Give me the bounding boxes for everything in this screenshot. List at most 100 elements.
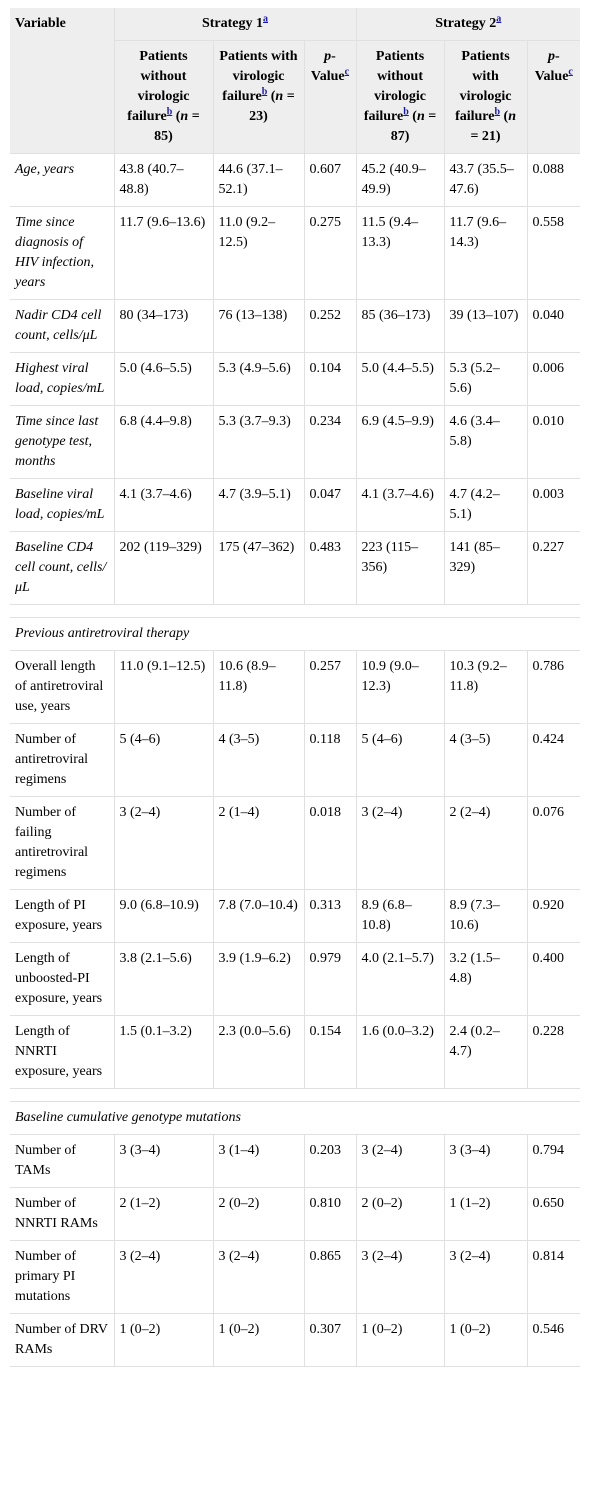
row-label: Time since diagnosis of HIV infection, y… xyxy=(10,206,115,300)
value-cell: 4 (3–5) xyxy=(444,723,528,797)
value-cell: 3 (1–4) xyxy=(213,1134,305,1188)
row-label: Number of TAMs xyxy=(10,1134,115,1188)
table-row: Time since last genotype test, months 6.8… xyxy=(10,405,581,479)
table-header: Variable Strategy 1a Strategy 2a Patient… xyxy=(10,8,581,154)
strategy-2-header: Strategy 2a xyxy=(356,8,581,41)
footnote-b-link[interactable]: b xyxy=(261,86,268,98)
value-cell: 5.3 (4.9–5.6) xyxy=(213,352,305,406)
p-value-cell: 0.979 xyxy=(304,942,357,1016)
table-row: Number of DRV RAMs 1 (0–2) 1 (0–2) 0.307 1 (… xyxy=(10,1313,581,1367)
footnote-c-link[interactable]: c xyxy=(344,66,350,78)
value-cell: 76 (13–138) xyxy=(213,299,305,353)
p-value-cell: 0.814 xyxy=(527,1240,581,1314)
table-row: Number of primary PI mutations 3 (2–4) 3 (… xyxy=(10,1240,581,1314)
value-cell: 85 (36–173) xyxy=(356,299,445,353)
value-cell: 202 (119–329) xyxy=(114,531,214,605)
p-value-cell: 0.307 xyxy=(304,1313,357,1367)
footnote-b-link[interactable]: b xyxy=(166,106,173,118)
p-value-cell: 0.227 xyxy=(527,531,581,605)
value-cell: 3 (2–4) xyxy=(114,1240,214,1314)
value-cell: 4.7 (3.9–5.1) xyxy=(213,478,305,532)
value-cell: 175 (47–362) xyxy=(213,531,305,605)
value-cell: 2 (1–4) xyxy=(213,796,305,890)
table-row: Overall length of antiretroviral use, ye… xyxy=(10,650,581,724)
p-value-cell: 0.546 xyxy=(527,1313,581,1367)
value-cell: 11.5 (9.4–13.3) xyxy=(356,206,445,300)
row-label: Length of unboosted-PI exposure, years xyxy=(10,942,115,1016)
value-cell: 2 (0–2) xyxy=(356,1187,445,1241)
p-value-cell: 0.257 xyxy=(304,650,357,724)
value-cell: 44.6 (37.1–52.1) xyxy=(213,153,305,207)
value-cell: 4 (3–5) xyxy=(213,723,305,797)
p-value-cell: 0.088 xyxy=(527,153,581,207)
table-body: Age, years 43.8 (40.7–48.8) 44.6 (37.1–52.… xyxy=(10,153,581,1367)
value-cell: 5 (4–6) xyxy=(114,723,214,797)
footnote-b-link[interactable]: b xyxy=(403,106,409,118)
p-value-cell: 0.558 xyxy=(527,206,581,300)
table-row: Highest viral load, copies/mL 5.0 (4.6–5.… xyxy=(10,352,581,406)
p-value-cell: 0.810 xyxy=(304,1187,357,1241)
p-value-cell: 0.275 xyxy=(304,206,357,300)
value-cell: 11.7 (9.6–14.3) xyxy=(444,206,528,300)
value-cell: 8.9 (7.3–10.6) xyxy=(444,889,528,943)
value-cell: 4.0 (2.1–5.7) xyxy=(356,942,445,1016)
row-label: Highest viral load, copies/mL xyxy=(10,352,115,406)
value-cell: 11.0 (9.2–12.5) xyxy=(213,206,305,300)
value-cell: 5.0 (4.4–5.5) xyxy=(356,352,445,406)
footnote-b-link[interactable]: b xyxy=(494,106,501,118)
section-header-row: Previous antiretroviral therapy xyxy=(10,617,581,651)
footnote-a-link[interactable]: a xyxy=(496,13,502,25)
row-label: Length of PI exposure, years xyxy=(10,889,115,943)
s2-without-failure-header: Patients without virologic failureb (n =… xyxy=(356,40,445,154)
table-row: Length of NNRTI exposure, years 1.5 (0.1–… xyxy=(10,1015,581,1089)
value-cell: 5 (4–6) xyxy=(356,723,445,797)
p-value-cell: 0.006 xyxy=(527,352,581,406)
value-cell: 11.0 (9.1–12.5) xyxy=(114,650,214,724)
p-value-cell: 0.104 xyxy=(304,352,357,406)
p-value-cell: 0.794 xyxy=(527,1134,581,1188)
table-row: Number of TAMs 3 (3–4) 3 (1–4) 0.203 3 (2–4)… xyxy=(10,1134,581,1188)
row-label: Nadir CD4 cell count, cells/μL xyxy=(10,299,115,353)
value-cell: 7.8 (7.0–10.4) xyxy=(213,889,305,943)
s1-with-failure-header: Patients with virologic failureb (n = 23… xyxy=(213,40,305,154)
variable-column-header: Variable xyxy=(10,8,115,154)
row-label: Time since last genotype test, months xyxy=(10,405,115,479)
row-label: Baseline viral load, copies/mL xyxy=(10,478,115,532)
value-cell: 3 (2–4) xyxy=(114,796,214,890)
value-cell: 141 (85–329) xyxy=(444,531,528,605)
p-value-cell: 0.040 xyxy=(527,299,581,353)
value-cell: 2 (2–4) xyxy=(444,796,528,890)
value-cell: 4.1 (3.7–4.6) xyxy=(356,478,445,532)
value-cell: 4.7 (4.2–5.1) xyxy=(444,478,528,532)
table-row: Nadir CD4 cell count, cells/μL 80 (34–173… xyxy=(10,299,581,353)
value-cell: 5.3 (5.2–5.6) xyxy=(444,352,528,406)
table-row: Baseline CD4 cell count, cells/μL 202 (11… xyxy=(10,531,581,605)
p-value-cell: 0.313 xyxy=(304,889,357,943)
row-label: Number of antiretroviral regimens xyxy=(10,723,115,797)
p-value-cell: 0.234 xyxy=(304,405,357,479)
value-cell: 3 (3–4) xyxy=(444,1134,528,1188)
table-row: Length of unboosted-PI exposure, years 3.… xyxy=(10,942,581,1016)
value-cell: 3 (2–4) xyxy=(356,796,445,890)
value-cell: 1.5 (0.1–3.2) xyxy=(114,1015,214,1089)
footnote-a-link[interactable]: a xyxy=(263,13,269,25)
table-row: Number of antiretroviral regimens 5 (4–6)… xyxy=(10,723,581,797)
s2-with-failure-header: Patients with virologic failureb (n = 21… xyxy=(444,40,528,154)
value-cell: 1 (1–2) xyxy=(444,1187,528,1241)
value-cell: 3.8 (2.1–5.6) xyxy=(114,942,214,1016)
value-cell: 3 (2–4) xyxy=(444,1240,528,1314)
value-cell: 1 (0–2) xyxy=(356,1313,445,1367)
value-cell: 80 (34–173) xyxy=(114,299,214,353)
p-value-cell: 0.018 xyxy=(304,796,357,890)
value-cell: 10.6 (8.9–11.8) xyxy=(213,650,305,724)
footnote-c-link[interactable]: c xyxy=(568,66,573,78)
strategy-1-header: Strategy 1a xyxy=(114,8,357,41)
row-label: Number of primary PI mutations xyxy=(10,1240,115,1314)
value-cell: 10.9 (9.0–12.3) xyxy=(356,650,445,724)
section-header-row: Baseline cumulative genotype mutations xyxy=(10,1101,581,1135)
value-cell: 3 (2–4) xyxy=(213,1240,305,1314)
p-value-cell: 0.076 xyxy=(527,796,581,890)
value-cell: 39 (13–107) xyxy=(444,299,528,353)
p-value-cell: 0.483 xyxy=(304,531,357,605)
value-cell: 5.3 (3.7–9.3) xyxy=(213,405,305,479)
